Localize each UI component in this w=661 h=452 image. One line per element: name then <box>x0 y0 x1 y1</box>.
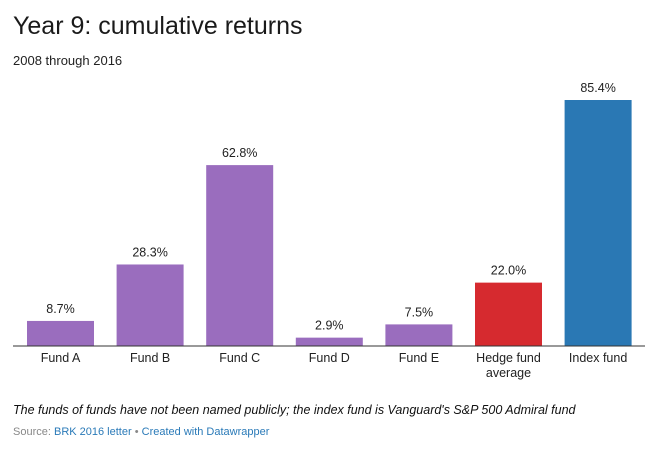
bar-1 <box>116 264 184 346</box>
category-label-1: Fund B <box>130 351 170 365</box>
data-label-4: 7.5% <box>405 305 434 319</box>
data-label-2: 62.8% <box>222 146 257 160</box>
category-label-5: Hedge fund <box>476 351 541 365</box>
category-label-6: Index fund <box>569 351 627 365</box>
bar-4 <box>385 324 453 346</box>
category-label-5-line1: average <box>486 366 531 380</box>
data-label-5: 22.0% <box>491 264 526 278</box>
category-label-2: Fund C <box>219 351 260 365</box>
bar-2 <box>206 165 274 346</box>
footnote: The funds of funds have not been named p… <box>13 403 576 417</box>
category-label-0: Fund A <box>41 351 81 365</box>
bar-6 <box>564 100 632 346</box>
source-line: Source: BRK 2016 letter • Created with D… <box>13 426 269 438</box>
data-label-0: 8.7% <box>46 302 75 316</box>
source-link[interactable]: BRK 2016 letter <box>53 426 132 438</box>
chart-subtitle: 2008 through 2016 <box>13 53 123 68</box>
datawrapper-credit-link[interactable]: Created with Datawrapper <box>141 426 270 438</box>
bar-3 <box>295 337 363 346</box>
bar-5 <box>475 282 542 346</box>
source-label: Source: <box>13 426 51 438</box>
bar-chart: 8.7% Fund A 28.3% Fund B 62.8% Fund C 2.9% Fund… <box>13 81 645 380</box>
bar-0 <box>27 320 94 346</box>
category-label-4: Fund E <box>399 351 439 365</box>
data-label-3: 2.9% <box>315 319 344 333</box>
chart-title: Year 9: cumulative returns <box>13 12 303 40</box>
data-label-6: 85.4% <box>580 81 615 95</box>
source-separator: • <box>134 426 139 438</box>
data-label-1: 28.3% <box>132 245 167 259</box>
category-label-3: Fund D <box>309 351 350 365</box>
